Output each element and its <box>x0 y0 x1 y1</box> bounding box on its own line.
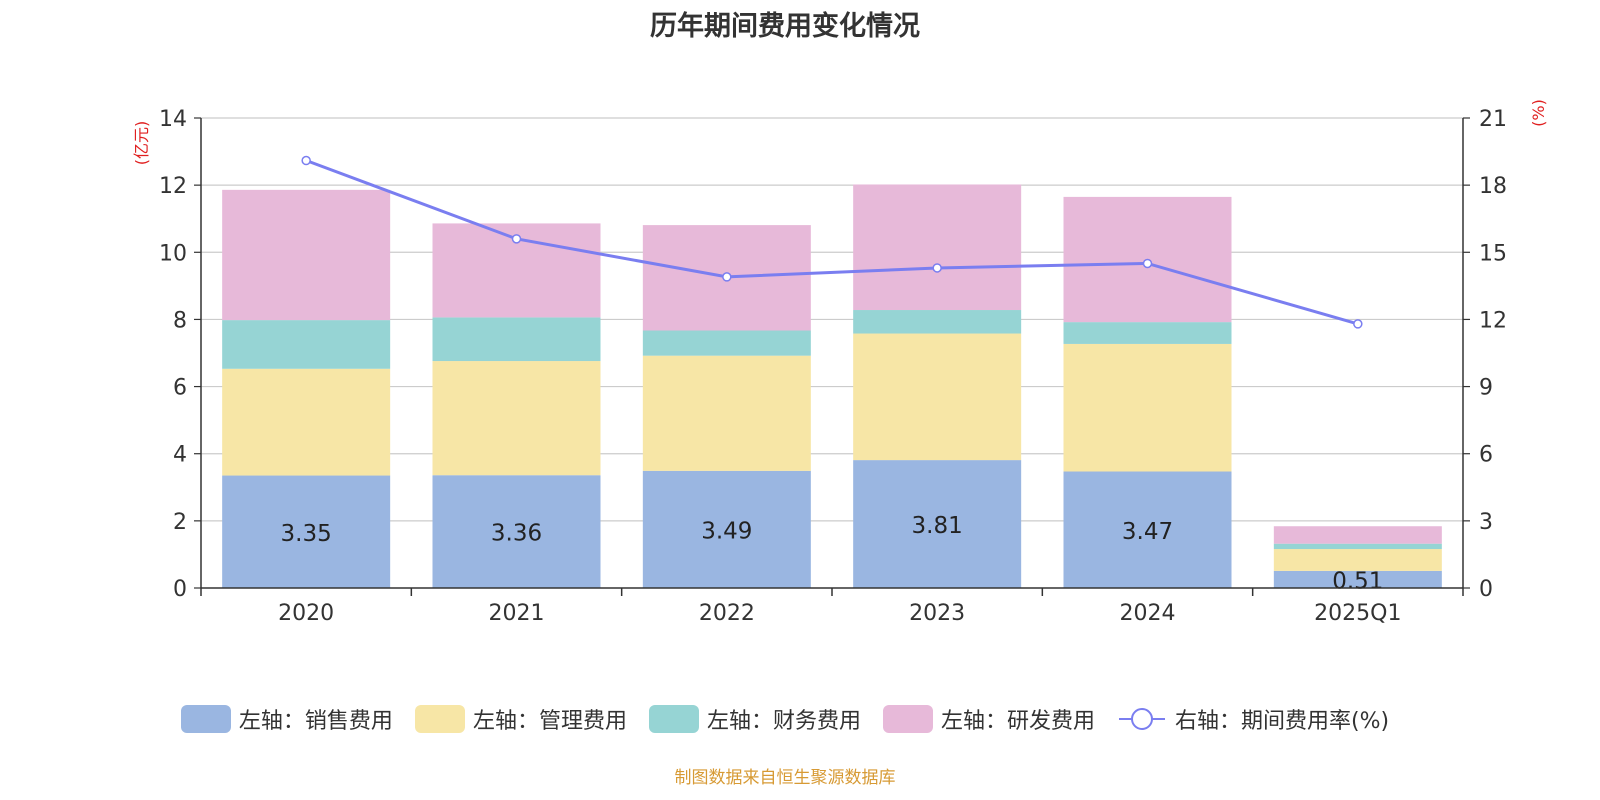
right-axis-tick-label: 3 <box>1479 510 1493 535</box>
legend-label-rnd: 左轴：研发费用 <box>940 709 1095 734</box>
x-axis-tick-label: 2023 <box>909 601 965 626</box>
bar-data-label: 3.36 <box>491 521 542 547</box>
bar-segment-rnd <box>222 189 391 321</box>
x-axis-tick-label: 2021 <box>489 601 545 626</box>
left-axis-tick-label: 12 <box>159 174 187 199</box>
left-axis-tick-label: 14 <box>159 107 187 132</box>
bar-segment-finance <box>853 310 1022 334</box>
bar-segment-admin <box>222 368 391 476</box>
chart-plot: 0 2 4 6 8 10 12 14 0 3 6 9 12 15 18 21 (亿元) (%) 3.35 3.36 3.… <box>132 99 1548 626</box>
legend-line-marker-icon <box>1118 708 1165 730</box>
left-axis-tick-label: 10 <box>159 241 187 266</box>
right-axis-tick-label: 18 <box>1479 174 1507 199</box>
bar-segment-sales <box>642 470 811 588</box>
legend-swatch-admin <box>414 705 465 733</box>
bar-segment-admin <box>853 333 1022 461</box>
bar-segment-sales <box>853 460 1022 588</box>
legend-item-rnd[interactable]: 左轴：研发费用 <box>882 703 1095 735</box>
left-axis-tick-label: 2 <box>173 510 187 535</box>
legend-swatch-sales <box>180 705 231 733</box>
bar-segment-rnd <box>853 184 1022 311</box>
bar-segment-sales <box>432 475 601 588</box>
right-axis-tick-label: 12 <box>1479 308 1507 333</box>
rate-point <box>932 263 942 273</box>
bar-segment-finance <box>1273 543 1442 550</box>
legend-label-finance: 左轴：财务费用 <box>706 709 861 734</box>
x-axis-tick-label: 2022 <box>699 601 755 626</box>
bar-data-label: 3.35 <box>281 521 332 547</box>
right-axis-tick-label: 9 <box>1479 376 1493 401</box>
rate-point <box>301 155 311 166</box>
bar-segment-admin <box>1273 549 1442 571</box>
bar-data-label: 0.51 <box>1332 568 1383 594</box>
bar-segment-sales <box>222 475 391 588</box>
bar-segment-admin <box>642 355 811 471</box>
chart-title: 历年期间费用变化情况 <box>650 11 920 42</box>
bar-segment-sales <box>1063 471 1232 588</box>
rate-point <box>511 234 522 244</box>
legend-item-sales[interactable]: 左轴：销售费用 <box>180 703 393 735</box>
right-axis-unit-label: (%) <box>1529 99 1548 127</box>
left-axis-unit-label: (亿元) <box>132 121 151 166</box>
bar-segment-sales <box>1273 570 1442 588</box>
right-axis-tick-label: 21 <box>1479 107 1507 132</box>
left-axis-tick-label: 8 <box>173 308 187 333</box>
bar-segment-finance <box>1063 322 1232 344</box>
legend: 左轴：销售费用 左轴：管理费用 左轴：财务费用 左轴：研发费用 右轴：期间费用率… <box>0 703 1570 735</box>
left-axis-tick-label: 0 <box>173 577 187 602</box>
rate-point <box>1353 319 1363 329</box>
right-axis-tick-label: 6 <box>1479 443 1493 468</box>
rate-point <box>1142 258 1153 269</box>
legend-swatch-rnd <box>882 705 933 733</box>
right-axis-tick-label: 15 <box>1479 241 1507 266</box>
legend-item-finance[interactable]: 左轴：财务费用 <box>648 703 861 735</box>
bar-segment-finance <box>432 317 601 362</box>
legend-label-rate: 右轴：期间费用率(%) <box>1174 709 1390 734</box>
legend-label-admin: 左轴：管理费用 <box>472 709 627 734</box>
bar-data-label: 3.47 <box>1122 519 1173 545</box>
x-axis-tick-label: 2020 <box>278 601 334 626</box>
bar-segment-admin <box>1063 343 1232 472</box>
bar-segment-finance <box>222 320 391 369</box>
bar-data-label: 3.81 <box>912 513 963 539</box>
x-axis-tick-label: 2025Q1 <box>1314 601 1401 626</box>
legend-item-rate[interactable]: 右轴：期间费用率(%) <box>1117 703 1389 735</box>
bar-segment-rnd <box>1273 526 1442 544</box>
legend-swatch-finance <box>648 705 699 733</box>
legend-label-sales: 左轴：销售费用 <box>238 709 393 734</box>
rate-point <box>722 272 732 282</box>
x-axis-tick-label: 2024 <box>1120 601 1176 626</box>
left-axis-tick-label: 4 <box>173 443 187 468</box>
legend-item-admin[interactable]: 左轴：管理费用 <box>414 703 627 735</box>
rate-line <box>305 159 1359 326</box>
source-note: 制图数据来自恒生聚源数据库 <box>674 768 896 788</box>
left-axis-tick-label: 6 <box>173 376 187 401</box>
right-axis-tick-label: 0 <box>1479 577 1493 602</box>
bar-data-label: 3.49 <box>701 518 752 544</box>
bar-segment-admin <box>432 361 601 476</box>
bar-segment-finance <box>642 330 811 356</box>
